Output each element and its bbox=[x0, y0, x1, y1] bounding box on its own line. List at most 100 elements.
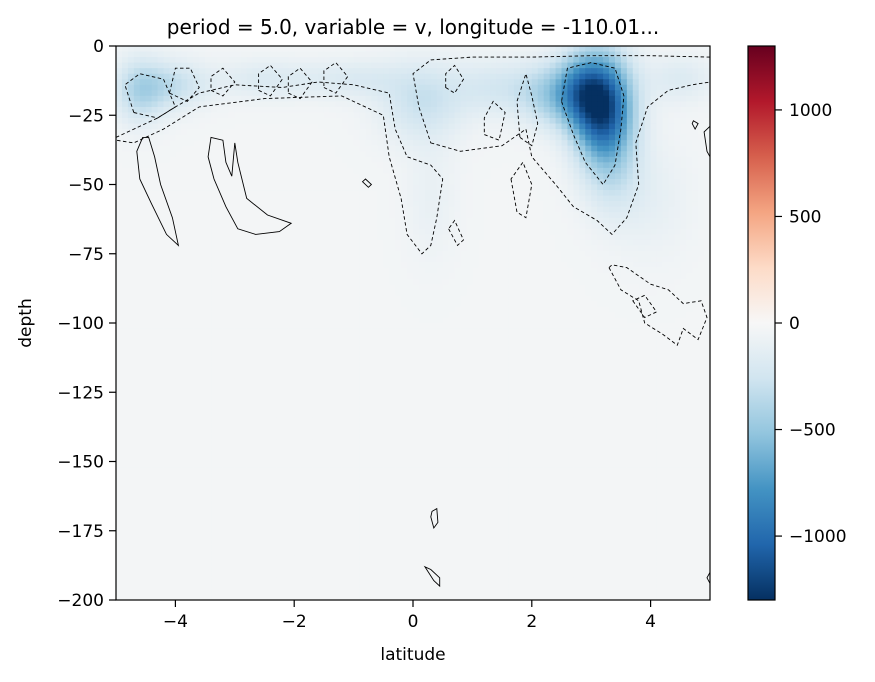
heatmap-cell bbox=[371, 312, 378, 318]
heatmap-cell bbox=[276, 317, 283, 323]
heatmap-cell bbox=[538, 196, 545, 202]
heatmap-cell bbox=[383, 52, 390, 58]
heatmap-cell bbox=[116, 96, 123, 102]
heatmap-cell bbox=[556, 68, 563, 74]
heatmap-cell bbox=[645, 85, 652, 91]
heatmap-cell bbox=[478, 74, 485, 80]
heatmap-cell bbox=[401, 279, 408, 285]
heatmap-cell bbox=[573, 90, 580, 96]
heatmap-cell bbox=[371, 124, 378, 130]
heatmap-cell bbox=[443, 234, 450, 240]
heatmap-cell bbox=[443, 101, 450, 107]
heatmap-cell bbox=[597, 301, 604, 307]
heatmap-cell bbox=[579, 190, 586, 196]
heatmap-cell bbox=[686, 124, 693, 130]
heatmap-cell bbox=[193, 157, 200, 163]
heatmap-cell bbox=[336, 268, 343, 274]
heatmap-cell bbox=[508, 129, 515, 135]
heatmap-cell bbox=[371, 284, 378, 290]
heatmap-cell bbox=[443, 135, 450, 141]
heatmap-cell bbox=[579, 257, 586, 263]
heatmap-cell bbox=[377, 207, 384, 213]
heatmap-cell bbox=[466, 57, 473, 63]
heatmap-cell bbox=[609, 85, 616, 91]
heatmap-cell bbox=[282, 146, 289, 152]
heatmap-cell bbox=[455, 157, 462, 163]
heatmap-cell bbox=[324, 140, 331, 146]
heatmap-cell bbox=[140, 240, 147, 246]
heatmap-cell bbox=[502, 124, 509, 130]
heatmap-cell bbox=[318, 312, 325, 318]
heatmap-cell bbox=[550, 46, 557, 52]
heatmap-cell bbox=[169, 201, 176, 207]
heatmap-cell bbox=[490, 262, 497, 268]
heatmap-cell bbox=[324, 201, 331, 207]
heatmap-cell bbox=[282, 268, 289, 274]
heatmap-cell bbox=[567, 146, 574, 152]
heatmap-cell bbox=[508, 306, 515, 312]
heatmap-cell bbox=[128, 46, 135, 52]
heatmap-cell bbox=[544, 268, 551, 274]
heatmap-cell bbox=[389, 251, 396, 257]
heatmap-cell bbox=[455, 140, 462, 146]
heatmap-cell bbox=[187, 295, 194, 301]
heatmap-cell bbox=[651, 140, 658, 146]
heatmap-cell bbox=[342, 290, 349, 296]
heatmap-cell bbox=[318, 146, 325, 152]
heatmap-cell bbox=[573, 251, 580, 257]
heatmap-cell bbox=[348, 279, 355, 285]
heatmap-cell bbox=[496, 201, 503, 207]
heatmap-cell bbox=[425, 74, 432, 80]
heatmap-cell bbox=[591, 279, 598, 285]
heatmap-cell bbox=[627, 101, 634, 107]
heatmap-cell bbox=[300, 151, 307, 157]
heatmap-cell bbox=[674, 284, 681, 290]
heatmap-cell bbox=[270, 312, 277, 318]
heatmap-cell bbox=[437, 223, 444, 229]
heatmap-cell bbox=[556, 279, 563, 285]
heatmap-cell bbox=[288, 179, 295, 185]
heatmap-cell bbox=[348, 201, 355, 207]
heatmap-cell bbox=[556, 124, 563, 130]
heatmap-cell bbox=[466, 273, 473, 279]
heatmap-cell bbox=[502, 306, 509, 312]
heatmap-cell bbox=[330, 196, 337, 202]
heatmap-cell bbox=[651, 46, 658, 52]
heatmap-cell bbox=[538, 107, 545, 113]
heatmap-cell bbox=[579, 218, 586, 224]
heatmap-cell bbox=[662, 146, 669, 152]
heatmap-cell bbox=[318, 301, 325, 307]
heatmap-cell bbox=[556, 151, 563, 157]
heatmap-cell bbox=[573, 279, 580, 285]
heatmap-cell bbox=[211, 268, 218, 274]
heatmap-cell bbox=[229, 317, 236, 323]
heatmap-cell bbox=[199, 223, 206, 229]
heatmap-cell bbox=[300, 146, 307, 152]
heatmap-cell bbox=[276, 262, 283, 268]
heatmap-cell bbox=[217, 240, 224, 246]
heatmap-cell bbox=[146, 157, 153, 163]
heatmap-cell bbox=[567, 68, 574, 74]
heatmap-cell bbox=[306, 207, 313, 213]
heatmap-cell bbox=[175, 57, 182, 63]
heatmap-cell bbox=[259, 57, 266, 63]
heatmap-cell bbox=[490, 245, 497, 251]
heatmap-cell bbox=[579, 162, 586, 168]
heatmap-cell bbox=[419, 135, 426, 141]
heatmap-cell bbox=[443, 112, 450, 118]
heatmap-cell bbox=[472, 85, 479, 91]
heatmap-cell bbox=[466, 229, 473, 235]
heatmap-cell bbox=[437, 85, 444, 91]
heatmap-cell bbox=[484, 151, 491, 157]
heatmap-cell bbox=[247, 212, 254, 218]
heatmap-cell bbox=[158, 46, 165, 52]
heatmap-cell bbox=[437, 295, 444, 301]
heatmap-cell bbox=[229, 312, 236, 318]
heatmap-cell bbox=[657, 135, 664, 141]
heatmap-cell bbox=[544, 157, 551, 163]
heatmap-cell bbox=[627, 79, 634, 85]
heatmap-cell bbox=[312, 223, 319, 229]
heatmap-cell bbox=[187, 107, 194, 113]
heatmap-cell bbox=[318, 229, 325, 235]
heatmap-cell bbox=[348, 146, 355, 152]
